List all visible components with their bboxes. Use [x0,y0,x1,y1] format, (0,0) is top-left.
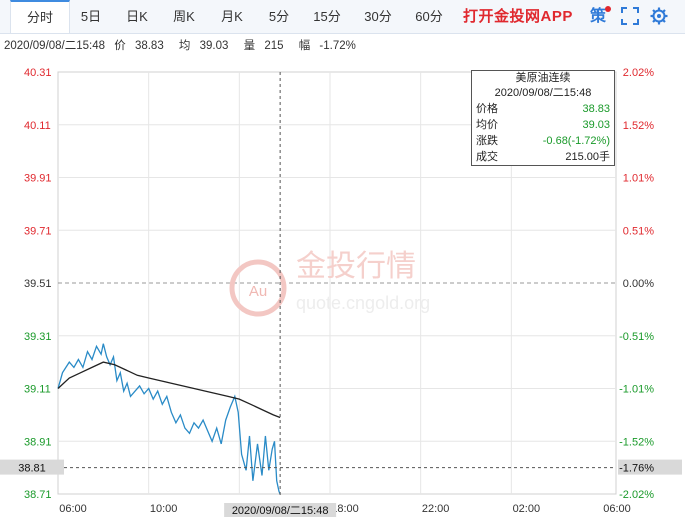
info-price-label: 价 [114,40,126,52]
average-price-line [57,361,281,419]
tab-日K[interactable]: 日K [126,9,148,24]
info-avg: 39.03 [199,40,229,52]
tab-分时[interactable]: 分时 [10,0,70,33]
info-change-label: 幅 [298,40,311,52]
y-tick-label: 39.11 [24,384,51,396]
tooltip-row-value: 39.03 [582,119,610,131]
crosshair-pct-box [618,459,682,475]
crosshair-price-label: 38.81 [18,463,46,475]
tab-30分[interactable]: 30分 [364,9,392,24]
tab-15分[interactable]: 15分 [313,9,341,24]
y-tick-label: 39.31 [24,331,52,343]
y-right-tick-label: -0.51% [619,331,654,343]
x-tick-label: 18:00 [331,503,359,515]
watermark-url: quote.cngold.org [296,293,430,313]
tooltip-row-value: 38.83 [582,103,610,115]
x-tick-label: 06:00 [59,503,87,515]
tooltip-row: 成交 215.00手 [472,149,614,165]
x-tick-label: 22:00 [422,503,450,515]
tooltip-row: 均价 39.03 [472,117,614,133]
watermark-brand: 金投行情 [296,249,416,284]
x-tick-label: 02:00 [513,503,541,515]
tooltip-row-label: 价格 [476,103,498,115]
y-tick-label: 39.71 [24,225,52,237]
tab-周K[interactable]: 周K [173,9,195,24]
y-right-tick-label: 1.52% [623,120,654,132]
y-tick-label: 40.11 [24,120,51,132]
tooltip-title: 美原油连续 [515,72,571,84]
crosshair-time-box [224,503,337,517]
y-tick-label: 39.51 [24,278,52,290]
open-app-promo-link[interactable]: 打开金投网APP [463,8,573,25]
y-tick-label: 39.91 [24,173,52,185]
watermark-logo: Au [249,283,267,300]
y-right-tick-label: 1.01% [623,173,654,185]
watermark-logo-ring [229,259,287,317]
tooltip-row-value: -0.68(-1.72%) [542,135,610,147]
info-volume-label: 量 [243,40,256,52]
info-datetime: 2020/09/08/二15:48 [4,40,106,52]
y-tick-label: 38.91 [24,436,52,448]
crosshair-tooltip: 美原油连续 2020/09/08/二15:48 价格 38.83 均价 39.03 涨跌… [471,70,615,166]
tooltip-row-label: 成交 [476,151,498,163]
tooltip-row: 涨跌 -0.68(-1.72%) [472,133,614,149]
y-right-tick-label: 0.00% [623,278,654,290]
info-change: -1.72% [319,40,356,52]
x-tick-label: 06:00 [603,503,631,515]
y-right-tick-label: -2.02% [619,489,654,501]
y-right-tick-label: -1.01% [619,384,654,396]
period-tab-bar: 分时 5日 日K 周K 月K 5分 15分 30分 60分 [0,0,685,34]
info-avg-label: 均 [178,40,191,52]
info-volume: 215 [264,40,284,52]
info-price: 38.83 [134,40,164,52]
intraday-chart[interactable]: 40.31 2.02% 40.11 1.52% 39.91 1.01% 39.71 0.51%… [0,60,685,518]
tab-月K[interactable]: 月K [221,9,243,24]
strategy-button[interactable]: 策 [590,8,607,25]
tab-60分[interactable]: 60分 [415,9,443,24]
y-right-tick-label: 2.02% [623,67,654,79]
y-right-tick-label: -1.52% [619,436,654,448]
crosshair-price-box [0,459,64,475]
fullscreen-icon[interactable] [621,7,639,25]
x-tick-label: 10:00 [150,503,178,515]
y-right-tick-label: 0.51% [623,225,654,237]
notification-dot [605,6,611,12]
tooltip-row-value: 215.00手 [565,151,610,163]
tooltip-row: 价格 38.83 [472,101,614,117]
y-tick-label: 40.31 [24,67,52,79]
crosshair-time-label: 2020/09/08/二15:48 [232,505,329,517]
tab-5日[interactable]: 5日 [80,9,102,24]
price-line [57,343,281,495]
crosshair-pct-label: -1.76% [619,463,654,475]
tooltip-datetime: 2020/09/08/二15:48 [494,87,592,99]
tab-5分[interactable]: 5分 [268,9,290,24]
tooltip-row-label: 涨跌 [476,135,498,147]
quote-info-bar: 2020/09/08/二15:48 价 38.83 均 39.03 量 215 … [4,38,368,54]
tooltip-row-label: 均价 [476,119,498,131]
y-tick-label: 38.71 [24,489,52,501]
gear-icon[interactable] [650,7,668,25]
